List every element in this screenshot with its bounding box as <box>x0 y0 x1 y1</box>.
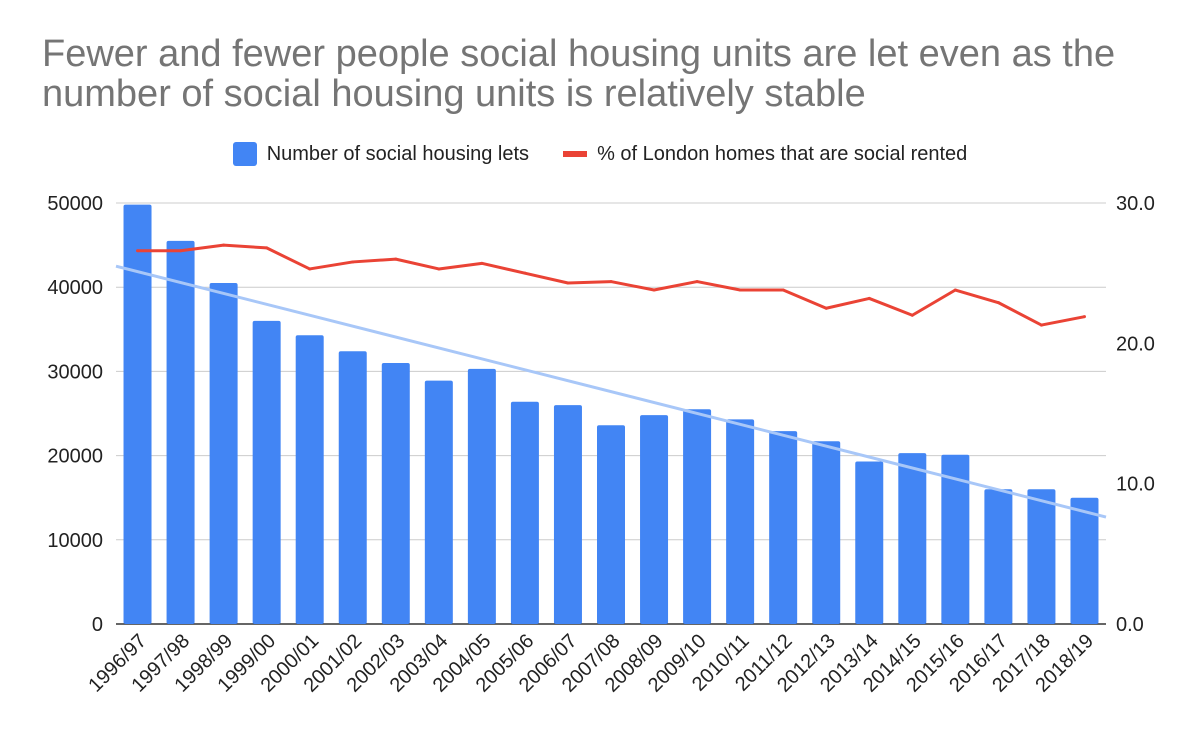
bar <box>683 409 712 624</box>
line-point <box>265 246 269 250</box>
trendline <box>115 264 1107 519</box>
legend-label-lets: Number of social housing lets <box>266 142 530 165</box>
bar <box>769 431 798 624</box>
legend-swatch-line <box>563 151 588 157</box>
x-axis: 1996/971997/981998/991999/002000/012001/… <box>84 630 1098 697</box>
bar <box>855 461 884 624</box>
legend-label-social-rented: % of London homes that are social rented <box>597 142 968 165</box>
bar <box>424 380 453 624</box>
line-point <box>351 260 355 264</box>
line-point <box>437 267 441 271</box>
line-point <box>179 249 183 253</box>
line-point <box>695 280 699 284</box>
bar <box>640 415 669 624</box>
trendline-path <box>115 264 1107 519</box>
bar <box>812 441 841 624</box>
bars <box>123 204 1099 624</box>
line-point <box>1039 323 1043 327</box>
line-point <box>523 271 527 275</box>
y-left-tick-label: 10000 <box>47 530 103 552</box>
bar <box>467 368 496 624</box>
line-point <box>996 301 1000 305</box>
bar <box>166 240 195 624</box>
y-left-tick-label: 0 <box>92 614 103 636</box>
legend-item-lets: Number of social housing lets <box>232 142 530 166</box>
y-right-tick-label: 30.0 <box>1116 193 1155 215</box>
y-right-tick-label: 10.0 <box>1116 474 1155 496</box>
line-series <box>136 243 1086 327</box>
line-point <box>781 288 785 292</box>
line-point <box>136 249 140 253</box>
line-series-path <box>137 243 1085 327</box>
bar <box>1070 497 1099 624</box>
line-point <box>609 280 613 284</box>
line-point <box>222 243 226 247</box>
y-right-tick-label: 0.0 <box>1116 614 1144 636</box>
bar <box>295 335 324 624</box>
legend-item-social-rented: % of London homes that are social rented <box>563 143 967 166</box>
line-point <box>1082 315 1086 319</box>
y-left-tick-label: 20000 <box>47 446 103 468</box>
bar <box>209 282 238 624</box>
bar <box>338 351 367 624</box>
line-point <box>394 257 398 261</box>
line-point <box>738 288 742 292</box>
line-point <box>652 288 656 292</box>
chart-title: Fewer and fewer people social housing un… <box>42 33 1116 115</box>
y-left-tick-label: 50000 <box>47 193 103 215</box>
line-point <box>953 288 957 292</box>
bar <box>984 489 1013 624</box>
line-point <box>480 261 484 265</box>
bar <box>941 454 970 624</box>
y-left-tick-label: 30000 <box>47 361 103 383</box>
bar <box>1027 489 1056 624</box>
line-point <box>824 306 828 310</box>
legend-swatch-bar <box>232 142 257 166</box>
bar <box>123 204 152 624</box>
bar <box>726 419 755 624</box>
bar <box>898 453 927 624</box>
y-right-tick-label: 20.0 <box>1116 333 1155 355</box>
line-point <box>867 296 871 300</box>
line-point <box>910 313 914 317</box>
bar <box>597 425 625 624</box>
bar <box>553 405 582 624</box>
legend: Number of social housing lets % of Londo… <box>0 140 1200 168</box>
bar <box>381 362 410 624</box>
y-axis-left: 0 10000 20000 30000 40000 50000 <box>47 193 103 636</box>
y-axis-right: 0.0 10.0 20.0 30.0 <box>1116 193 1155 636</box>
bar <box>252 320 281 624</box>
line-point <box>308 267 312 271</box>
bar <box>510 401 539 624</box>
line-point <box>566 281 570 285</box>
y-left-tick-label: 40000 <box>47 277 103 299</box>
